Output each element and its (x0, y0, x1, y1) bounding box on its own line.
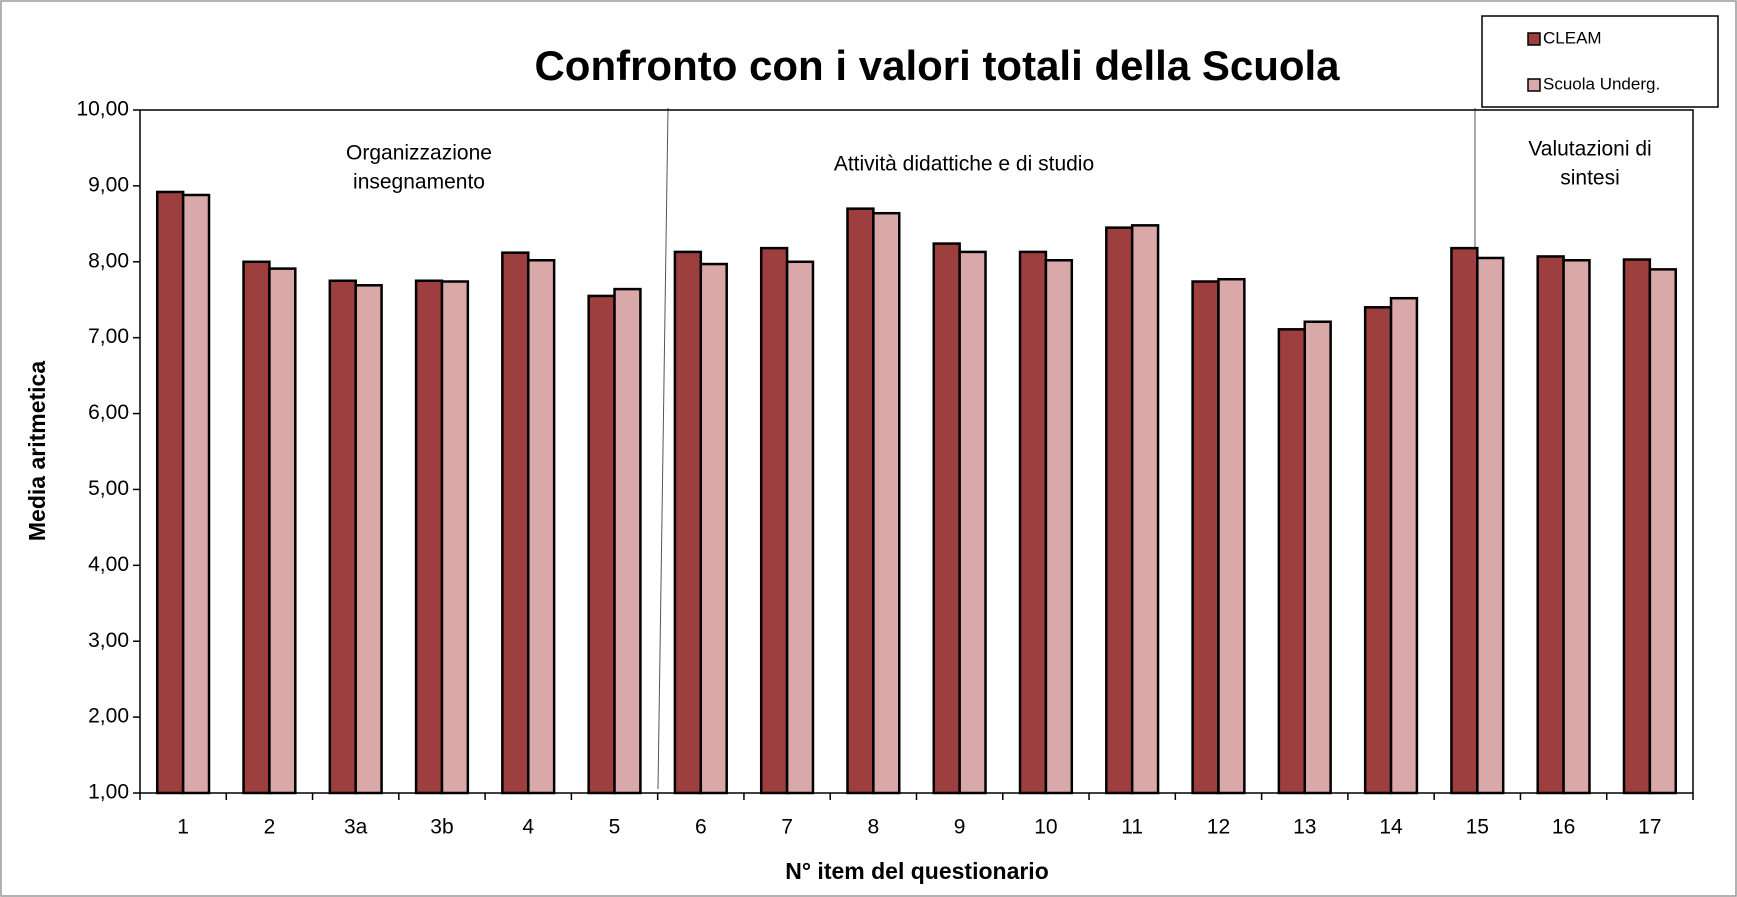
x-tick-label: 12 (1207, 816, 1230, 839)
bar (1044, 259, 1074, 795)
bar (1191, 280, 1220, 795)
annotation: Valutazioni di (1528, 138, 1651, 161)
bar (328, 279, 357, 795)
bar (1389, 296, 1419, 795)
x-tick-label: 2 (264, 816, 276, 839)
bar (699, 262, 728, 795)
x-tick-label: 9 (954, 816, 966, 839)
annotation: sintesi (1560, 167, 1620, 190)
bar (1622, 258, 1652, 795)
bar (156, 190, 185, 795)
x-tick-label: 17 (1638, 816, 1661, 839)
x-tick-label: 8 (868, 816, 880, 839)
x-tick-label: 11 (1121, 816, 1143, 839)
bar (1303, 320, 1332, 795)
bar (354, 284, 383, 795)
bar (587, 294, 616, 795)
x-tick-label: 14 (1379, 816, 1403, 839)
x-tick-label: 4 (522, 816, 534, 839)
x-tick-label: 1 (177, 816, 189, 839)
legend-swatch (1527, 78, 1541, 92)
legend-label: Scuola Underg. (1543, 74, 1660, 93)
y-axis-label: Media aritmetica (24, 361, 50, 541)
bar (501, 251, 530, 795)
bar (1648, 268, 1677, 795)
y-tick-label: 3,00 (88, 629, 129, 652)
bar (181, 193, 211, 795)
bar (673, 250, 703, 795)
bar (414, 279, 444, 795)
x-tick-label: 6 (695, 816, 707, 839)
section-divider (657, 107, 669, 790)
bar (785, 260, 815, 795)
bar (1450, 246, 1479, 795)
annotation: Attività didattiche e di studio (834, 153, 1094, 176)
x-tick-label: 5 (609, 816, 621, 839)
y-tick-label: 2,00 (88, 705, 129, 728)
bar (613, 287, 642, 795)
y-tick-label: 5,00 (88, 477, 129, 500)
y-tick-label: 9,00 (88, 173, 129, 196)
x-tick-label: 3a (344, 816, 368, 839)
y-tick-label: 7,00 (88, 325, 129, 348)
x-tick-label: 15 (1466, 816, 1489, 839)
x-tick-label: 16 (1552, 816, 1575, 839)
x-tick-label: 3b (430, 816, 453, 839)
bar (1130, 224, 1160, 795)
bar (527, 259, 556, 795)
bar (242, 260, 271, 795)
bar (1536, 255, 1565, 795)
chart-title: Confronto con i valori totali della Scuo… (534, 42, 1340, 89)
y-tick-label: 8,00 (88, 249, 129, 272)
legend-swatch (1527, 32, 1541, 46)
bar (268, 267, 297, 795)
x-tick-label: 7 (781, 816, 793, 839)
x-tick-label: 13 (1293, 816, 1316, 839)
legend-label: CLEAM (1543, 28, 1602, 47)
annotation: insegnamento (353, 171, 485, 194)
y-tick-label: 6,00 (88, 401, 129, 424)
bar (1363, 306, 1393, 795)
annotation: Organizzazione (346, 142, 492, 165)
bar (872, 211, 901, 795)
bar (1018, 250, 1048, 795)
bar (440, 280, 470, 795)
bar (1217, 277, 1246, 795)
bar (1105, 226, 1134, 795)
bar (958, 250, 987, 795)
legend-box (1481, 15, 1719, 108)
bar (1562, 259, 1591, 795)
bar (932, 242, 961, 795)
bar (1277, 328, 1307, 795)
bar (1476, 256, 1505, 795)
bar (846, 207, 875, 795)
x-axis-label: N° item del questionario (785, 858, 1049, 884)
y-tick-label: 1,00 (88, 781, 129, 804)
y-tick-label: 10,00 (76, 98, 129, 121)
y-tick-label: 4,00 (88, 553, 129, 576)
x-tick-label: 10 (1034, 816, 1057, 839)
bar (759, 246, 789, 795)
